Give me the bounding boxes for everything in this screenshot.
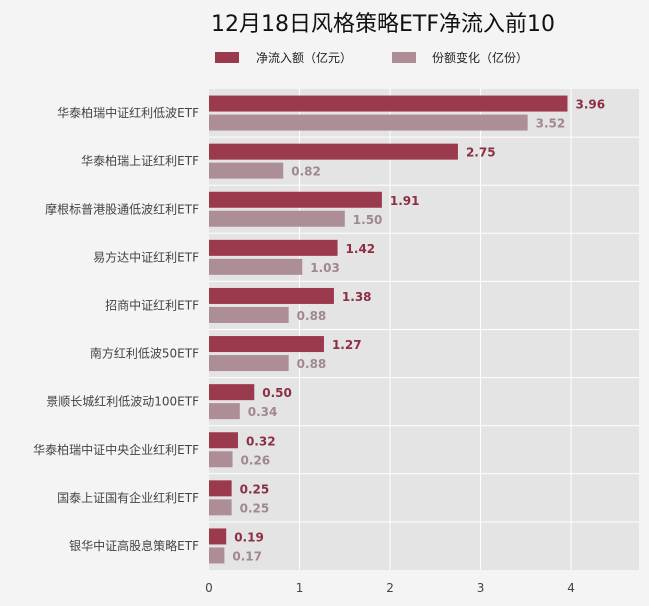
bar-net-inflow [209,432,238,449]
legend-swatch-net-inflow [215,52,239,63]
bar-net-inflow [209,191,382,208]
bars [209,95,568,564]
data-label-net-inflow: 0.32 [246,434,276,448]
legend: 净流入额（亿元） 份额变化（亿份） [215,50,528,65]
category-label: 银华中证高股息策略ETF [69,538,199,553]
data-label-net-inflow: 3.96 [575,98,605,112]
data-label-net-inflow: 1.38 [342,290,372,304]
data-label-net-inflow: 0.25 [240,482,270,496]
x-tick-label-4: 4 [567,581,575,595]
bar-net-inflow [209,528,227,545]
bar-share-change [209,306,289,323]
data-label-net-inflow: 1.27 [332,338,362,352]
legend-label-share-change: 份额变化（亿份） [432,50,528,65]
data-label-share-change: 1.03 [310,261,340,275]
data-label-share-change: 3.52 [536,117,566,131]
bar-share-change [209,451,233,468]
bar-net-inflow [209,384,255,401]
category-label: 摩根标普港股通低波红利ETF [45,201,199,216]
bar-share-change [209,210,345,227]
bar-net-inflow [209,143,458,160]
category-label: 易方达中证红利ETF [93,249,199,264]
bar-share-change [209,547,225,564]
data-label-share-change: 0.34 [248,405,278,419]
data-label-share-change: 0.82 [291,165,321,179]
bar-share-change [209,403,240,420]
bar-share-change [209,355,289,372]
bar-share-change [209,499,232,516]
x-tick-label-2: 2 [386,581,394,595]
bar-share-change [209,258,303,275]
category-labels: 华泰柏瑞中证红利低波ETF 华泰柏瑞上证红利ETF 摩根标普港股通低波红利ETF 易方… [33,105,199,553]
category-label: 华泰柏瑞上证红利ETF [81,153,199,168]
data-label-net-inflow: 1.42 [346,242,376,256]
data-label-share-change: 0.88 [297,357,327,371]
category-label: 华泰柏瑞中证红利低波ETF [57,105,199,120]
category-label: 南方红利低波50ETF [90,346,199,361]
x-axis: 0 1 2 3 4 [205,581,575,595]
data-label-share-change: 1.50 [353,213,383,227]
bar-net-inflow [209,480,232,497]
bar-net-inflow [209,287,334,304]
category-label: 华泰柏瑞中证中央企业红利ETF [33,442,199,457]
chart-title: 12月18日风格策略ETF净流入前10 [211,12,555,37]
data-label-share-change: 0.17 [232,549,262,563]
bar-net-inflow [209,336,324,353]
category-label: 景顺长城红利低波动100ETF [46,394,199,409]
data-label-net-inflow: 0.19 [234,530,264,544]
category-label: 招商中证红利ETF [105,297,199,312]
data-label-net-inflow: 0.50 [262,386,292,400]
bar-net-inflow [209,239,338,256]
bar-net-inflow [209,95,568,112]
data-label-net-inflow: 2.75 [466,146,496,160]
x-tick-label-0: 0 [205,581,213,595]
bar-share-change [209,162,284,179]
value-labels: 3.96 3.52 2.75 0.82 1.91 1.50 1.42 1.03 1.38 0.88… [232,98,605,564]
category-label: 国泰上证国有企业红利ETF [57,490,199,505]
data-label-share-change: 0.88 [297,309,327,323]
x-tick-label-1: 1 [296,581,304,595]
x-tick-label-3: 3 [477,581,485,595]
data-label-share-change: 0.25 [240,501,270,515]
bar-share-change [209,114,528,131]
gridlines [209,89,639,570]
legend-swatch-share-change [392,52,416,63]
data-label-share-change: 0.26 [241,453,271,467]
data-label-net-inflow: 1.91 [390,194,420,208]
legend-label-net-inflow: 净流入额（亿元） [256,50,352,65]
